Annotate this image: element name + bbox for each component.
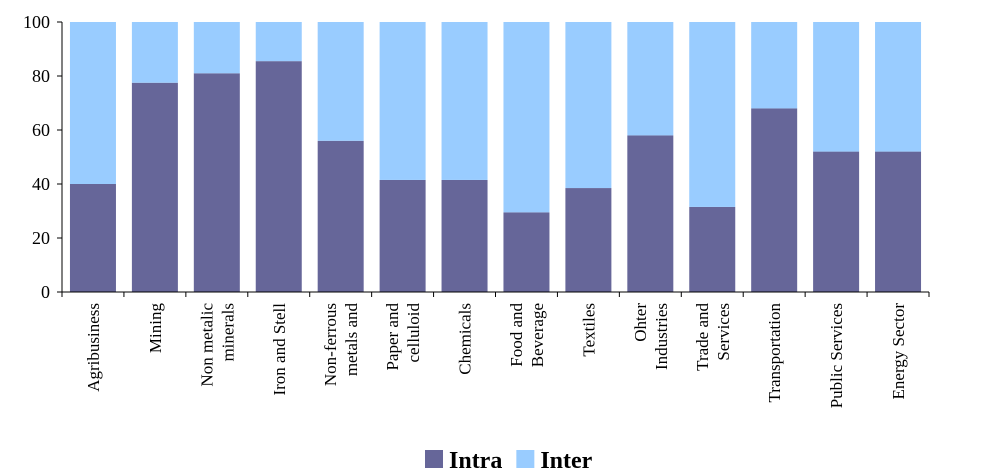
category-label-5-line1: celluloid	[404, 303, 423, 363]
axes-layer: 0 20 40 60 80 100 Agribusiness Mining Non metali…	[23, 12, 930, 408]
category-label-6: Chemicals	[456, 303, 475, 375]
bar-inter-12	[813, 22, 860, 152]
bar-inter-1	[131, 22, 178, 83]
y-tick-label-0: 0	[41, 282, 50, 302]
bar-intra-1	[131, 82, 178, 292]
bar-inter-9	[627, 22, 674, 136]
y-tick-label-20: 20	[32, 228, 50, 248]
bar-intra-5	[379, 179, 426, 292]
legend-swatch-inter	[516, 450, 535, 468]
category-label-3: Iron and Stell	[270, 303, 289, 396]
category-label-2-line0: Non metalic	[197, 303, 216, 387]
bar-inter-2	[193, 22, 240, 74]
bar-intra-4	[317, 140, 364, 292]
category-label-0: Agribusiness	[84, 303, 103, 392]
y-tick-label-80: 80	[32, 66, 50, 86]
bar-inter-3	[255, 22, 302, 62]
legend: Intra Inter	[425, 448, 593, 474]
category-label-5-line0: Paper and	[383, 303, 402, 371]
y-tick-label-60: 60	[32, 120, 50, 140]
category-label-10-line1: Services	[714, 303, 733, 361]
category-label-2-line1: minerals	[218, 303, 237, 362]
bar-intra-10	[689, 206, 736, 292]
category-label-9-line0: Ohter	[631, 303, 650, 342]
bar-intra-7	[503, 212, 550, 292]
bars-layer	[69, 22, 922, 293]
bar-intra-2	[193, 73, 240, 292]
bar-inter-4	[317, 22, 364, 141]
category-label-13: Energy Sector	[889, 303, 908, 400]
bar-inter-7	[503, 22, 550, 213]
bar-intra-3	[255, 61, 302, 293]
bar-intra-13	[875, 151, 922, 292]
y-tick-label-100: 100	[23, 12, 50, 32]
bar-intra-11	[751, 108, 798, 293]
category-label-9-line1: Industries	[652, 303, 671, 370]
bar-intra-12	[813, 151, 860, 292]
category-label-10-line0: Trade and	[693, 303, 712, 371]
category-label-7-line1: Beverage	[528, 303, 547, 367]
bar-inter-11	[751, 22, 798, 109]
legend-label-intra: Intra	[449, 448, 502, 474]
bar-inter-13	[875, 22, 922, 152]
category-label-4-line0: Non-ferrous	[321, 303, 340, 386]
legend-label-inter: Inter	[540, 448, 592, 474]
category-label-12: Public Services	[827, 303, 846, 408]
bar-intra-8	[565, 188, 612, 292]
bar-inter-0	[69, 22, 116, 184]
bar-intra-0	[69, 184, 116, 292]
bar-inter-6	[441, 22, 488, 180]
category-label-4-line1: metals and	[342, 303, 361, 377]
bar-inter-10	[689, 22, 736, 207]
bar-inter-5	[379, 22, 426, 180]
category-label-7-line0: Food and	[507, 303, 526, 367]
bar-inter-8	[565, 22, 612, 189]
bar-intra-6	[441, 179, 488, 292]
bar-intra-9	[627, 135, 674, 292]
category-label-8: Textiles	[579, 303, 598, 357]
category-label-1: Mining	[146, 303, 165, 354]
y-tick-label-40: 40	[32, 174, 50, 194]
category-label-11: Transportation	[765, 303, 784, 403]
legend-swatch-intra	[425, 450, 443, 468]
